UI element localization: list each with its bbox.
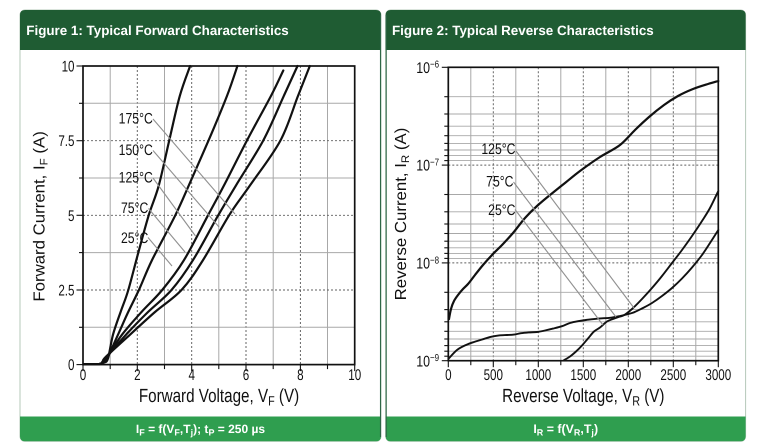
svg-text:Reverse Current, IR (A): Reverse Current, IR (A) [393,128,412,301]
svg-text:Figure 2: Typical Reverse Char: Figure 2: Typical Reverse Characteristic… [392,23,654,38]
svg-text:10−9: 10−9 [416,353,439,370]
svg-text:IF = f(VF,Tj); tP = 250 µs: IF = f(VF,Tj); tP = 250 µs [136,422,265,437]
svg-text:125°C: 125°C [481,141,515,158]
svg-text:25°C: 25°C [488,202,515,219]
svg-text:10−7: 10−7 [416,158,439,175]
svg-text:Forward Voltage, VF (V): Forward Voltage, VF (V) [139,386,299,409]
svg-text:75°C: 75°C [486,174,513,191]
svg-text:2.5: 2.5 [58,283,74,300]
svg-text:7.5: 7.5 [58,133,74,150]
svg-text:5: 5 [68,208,74,225]
svg-text:175°C: 175°C [119,111,153,128]
svg-text:150°C: 150°C [119,142,153,159]
svg-text:IR = f(VR,Tj): IR = f(VR,Tj) [533,422,598,437]
svg-text:25°C: 25°C [121,230,148,247]
svg-text:1500: 1500 [570,367,596,384]
svg-text:8: 8 [297,367,303,384]
svg-text:Figure 1: Typical Forward Char: Figure 1: Typical Forward Characteristic… [26,23,288,38]
svg-text:6: 6 [243,367,249,384]
svg-text:10: 10 [348,367,361,384]
svg-text:4: 4 [188,367,195,384]
svg-text:0: 0 [68,357,75,374]
svg-text:1000: 1000 [525,367,551,384]
svg-text:Reverse Voltage, VR (V): Reverse Voltage, VR (V) [502,386,664,409]
svg-text:125°C: 125°C [119,170,153,187]
svg-text:0: 0 [80,367,87,384]
svg-text:75°C: 75°C [121,200,148,217]
svg-text:0: 0 [445,367,452,384]
svg-text:Forward Current, IF (A): Forward Current, IF (A) [32,131,51,301]
svg-text:2000: 2000 [615,367,641,384]
svg-text:10−8: 10−8 [416,255,439,272]
svg-text:500: 500 [484,367,504,384]
svg-text:3000: 3000 [705,367,731,384]
svg-text:10−6: 10−6 [416,60,439,77]
svg-text:2500: 2500 [660,367,686,384]
svg-text:10: 10 [62,59,75,76]
svg-text:2: 2 [134,367,140,384]
